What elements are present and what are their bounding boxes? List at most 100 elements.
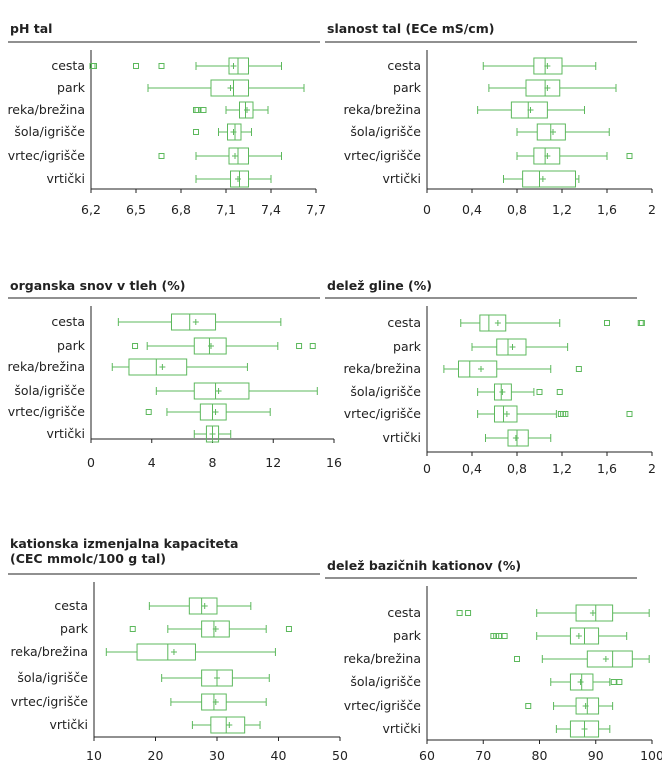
x-tick-label: 12 [265, 455, 281, 470]
x-tick-label: 1,2 [552, 461, 572, 476]
outlier-point [626, 153, 633, 159]
category-label: vrtec/igrišče [344, 406, 422, 421]
x-tick-label: 0,8 [507, 461, 527, 476]
x-tick-label: 4 [148, 455, 156, 470]
iqr-box [210, 79, 249, 97]
iqr-box [494, 405, 518, 423]
outlier-point [200, 107, 207, 113]
category-label: cesta [387, 315, 421, 330]
iqr-box [496, 338, 527, 356]
x-tick-label: 20 [148, 748, 164, 763]
category-label: park [393, 339, 422, 354]
iqr-box [188, 597, 218, 615]
outlier-point [616, 679, 623, 685]
category-label: park [57, 338, 86, 353]
outlier-point [575, 366, 582, 372]
outlier-point [610, 679, 617, 685]
x-tick-label: 2 [648, 461, 656, 476]
x-tick-label: 6,8 [171, 202, 191, 217]
outlier-point [496, 633, 502, 639]
x-tick-label: 6,2 [81, 202, 101, 217]
outlier-point [91, 63, 97, 69]
outlier-point [638, 320, 645, 326]
category-label: vrtički [47, 171, 86, 186]
chart-title-1: pH tal [10, 21, 52, 36]
chart-title-5: kationska izmenjalna kapaciteta [10, 536, 238, 551]
x-tick-label: 30 [209, 748, 225, 763]
iqr-box [239, 101, 254, 119]
category-label: šola/igrišče [14, 124, 85, 139]
iqr-box [533, 57, 563, 75]
iqr-box [479, 314, 507, 332]
iqr-box [228, 147, 249, 165]
x-tick-label: 2 [648, 202, 656, 217]
category-label: reka/brežina [10, 644, 88, 659]
outlier-point [145, 409, 152, 415]
chart-title-6: delež bazičnih kationov (%) [327, 558, 521, 573]
category-label: vrtec/igrišče [344, 698, 422, 713]
iqr-box [533, 147, 561, 165]
x-tick-label: 6,5 [126, 202, 146, 217]
x-tick-label: 0 [423, 202, 431, 217]
outlier-point [465, 610, 472, 616]
category-label: cesta [387, 605, 421, 620]
category-label: šola/igrišče [350, 384, 421, 399]
outlier-point [158, 153, 165, 159]
category-label: cesta [387, 58, 421, 73]
category-label: vrtički [47, 426, 86, 441]
outlier-point [296, 343, 303, 349]
category-label: vrtički [383, 171, 422, 186]
x-tick-label: 7,7 [306, 202, 326, 217]
category-label: reka/brežina [7, 359, 85, 374]
category-label: reka/brežina [343, 361, 421, 376]
x-tick-label: 7,1 [216, 202, 236, 217]
category-label: šola/igrišče [17, 670, 88, 685]
iqr-box [193, 382, 250, 400]
outlier-point [536, 389, 543, 395]
iqr-box [536, 123, 566, 141]
category-label: vrtec/igrišče [8, 404, 86, 419]
iqr-box [201, 620, 230, 638]
iqr-box [586, 650, 633, 668]
category-label: reka/brežina [7, 102, 85, 117]
category-label: park [393, 80, 422, 95]
x-tick-label: 1,6 [597, 202, 617, 217]
outlier-point [193, 129, 199, 135]
outlier-point [309, 343, 316, 349]
outlier-point [158, 63, 165, 69]
category-label: vrtički [383, 430, 422, 445]
iqr-box [458, 360, 498, 378]
outlier-point [132, 343, 139, 349]
x-tick-label: 1,6 [597, 461, 617, 476]
x-tick-label: 40 [271, 748, 287, 763]
iqr-box [128, 358, 188, 376]
category-label: park [57, 80, 86, 95]
x-tick-label: 1,2 [552, 202, 572, 217]
x-tick-label: 0 [87, 455, 95, 470]
outlier-point [194, 107, 201, 113]
category-label: šola/igrišče [350, 124, 421, 139]
x-tick-label: 80 [532, 748, 548, 763]
x-tick-label: 60 [419, 748, 435, 763]
x-tick-label: 90 [588, 748, 604, 763]
category-label: šola/igrišče [14, 383, 85, 398]
iqr-box [210, 716, 246, 734]
iqr-box [494, 383, 512, 401]
outlier-point [501, 633, 508, 639]
outlier-point [456, 610, 463, 616]
category-label: vrtec/igrišče [344, 148, 422, 163]
iqr-box [227, 123, 242, 141]
x-tick-label: 0,4 [462, 461, 482, 476]
outlier-point [129, 626, 136, 632]
x-tick-label: 100 [640, 748, 662, 763]
category-label: reka/brežina [343, 102, 421, 117]
outlier-point [514, 656, 520, 662]
x-tick-label: 70 [475, 748, 491, 763]
chart-title-4: delež gline (%) [327, 278, 432, 293]
x-tick-label: 8 [209, 455, 217, 470]
outlier-point [525, 703, 532, 709]
outlier-point [626, 411, 633, 417]
iqr-box [170, 313, 217, 331]
iqr-box [193, 337, 227, 355]
